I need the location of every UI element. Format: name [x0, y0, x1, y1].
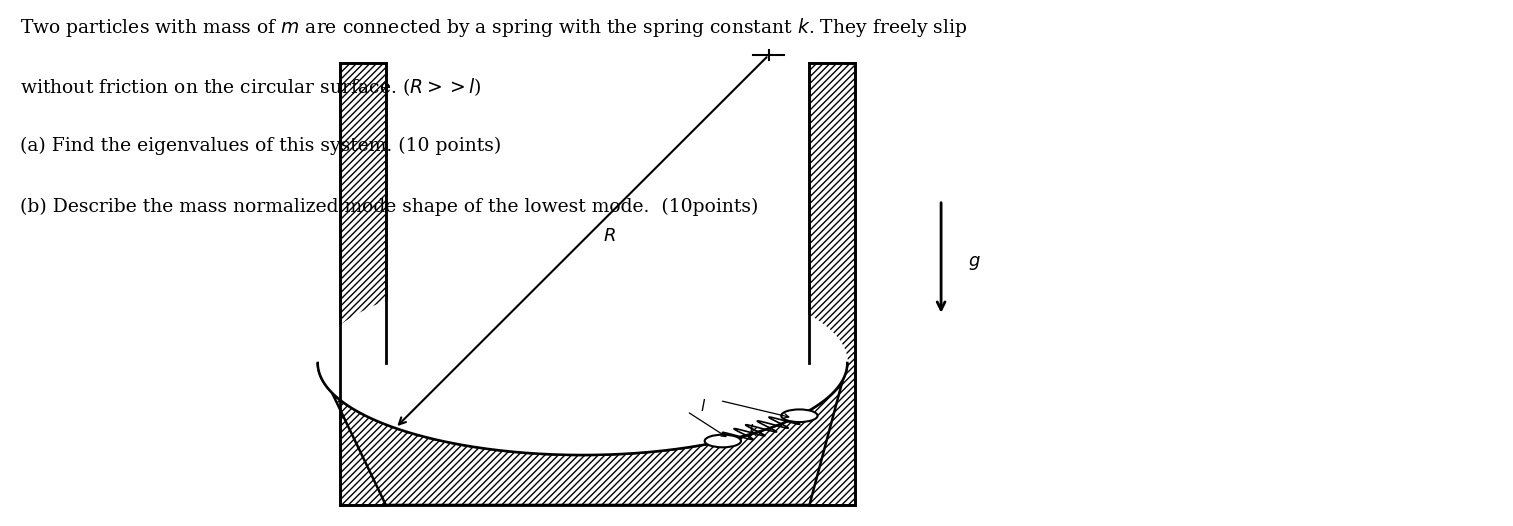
Polygon shape — [809, 63, 855, 505]
Text: Two particles with mass of $m$ are connected by a spring with the spring constan: Two particles with mass of $m$ are conne… — [20, 16, 967, 39]
Text: (a) Find the eigenvalues of this system. (10 points): (a) Find the eigenvalues of this system.… — [20, 137, 501, 155]
Circle shape — [781, 409, 817, 422]
Text: $g$: $g$ — [968, 254, 980, 272]
Text: $k$: $k$ — [747, 423, 760, 439]
Text: $R$: $R$ — [602, 227, 616, 245]
Circle shape — [318, 271, 847, 455]
Polygon shape — [318, 363, 847, 505]
Circle shape — [705, 434, 741, 447]
Text: $l$: $l$ — [701, 398, 707, 414]
Polygon shape — [340, 63, 386, 505]
Text: (b) Describe the mass normalized mode shape of the lowest mode.  (10points): (b) Describe the mass normalized mode sh… — [20, 197, 758, 216]
Text: without friction on the circular surface. ($R>>l$): without friction on the circular surface… — [20, 76, 481, 98]
